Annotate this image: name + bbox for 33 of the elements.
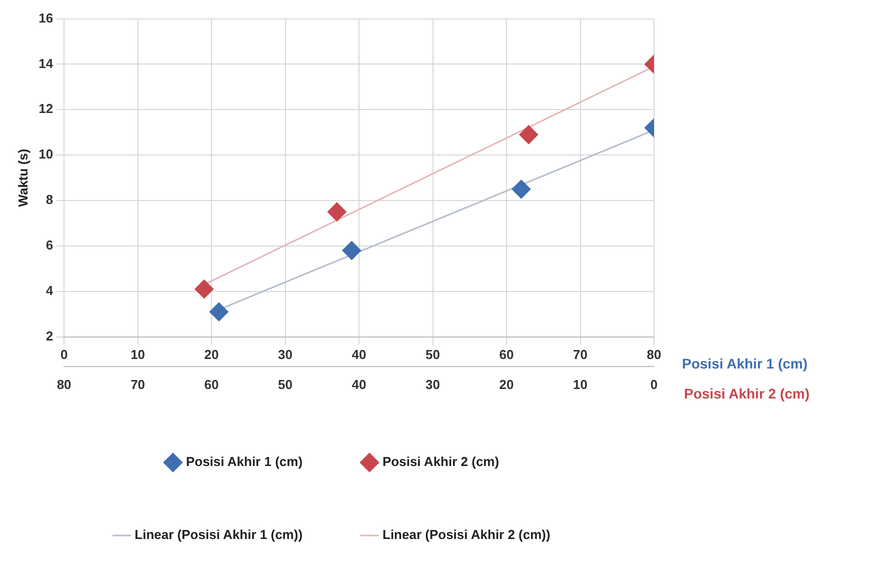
y-tick-label: 14 <box>38 56 54 71</box>
legend-label: Linear (Posisi Akhir 1 (cm)) <box>134 527 303 542</box>
x-tick-label: 0 <box>60 347 68 362</box>
x2-tick-label: 80 <box>56 376 72 392</box>
y-axis-title: Waktu (s) <box>15 148 30 207</box>
legend-label: Posisi Akhir 1 (cm) <box>186 454 303 470</box>
x-tick-label: 50 <box>426 347 440 362</box>
x2-tick-label: 20 <box>499 376 514 392</box>
y-tick-label: 16 <box>38 10 54 26</box>
x-axis-title: Posisi Akhir 1 (cm) <box>682 356 808 372</box>
x-tick-label: 10 <box>130 347 146 362</box>
x2-axis-title: Posisi Akhir 2 (cm) <box>684 385 810 402</box>
x-tick-label: 30 <box>278 347 293 362</box>
y-tick-label: 6 <box>46 238 54 253</box>
x-tick-label: 20 <box>204 347 219 362</box>
y-tick-label: 10 <box>38 146 54 162</box>
y-tick-label: 2 <box>46 328 54 344</box>
y-tick-label: 12 <box>38 101 54 116</box>
x2-tick-label: 50 <box>278 376 293 392</box>
legend-label: Linear (Posisi Akhir 2 (cm)) <box>382 527 550 542</box>
y-tick-label: 8 <box>46 192 54 208</box>
legend-label: Posisi Akhir 2 (cm) <box>382 454 500 470</box>
x-tick-label: 80 <box>646 347 662 362</box>
x-tick-label: 70 <box>573 347 588 362</box>
x2-tick-label: 30 <box>426 376 440 392</box>
x2-tick-label: 70 <box>130 376 146 392</box>
x2-tick-label: 40 <box>352 376 366 392</box>
x-tick-label: 40 <box>352 347 366 362</box>
y-tick-label: 4 <box>46 282 54 298</box>
x2-tick-label: 10 <box>573 376 588 392</box>
x-tick-label: 60 <box>499 347 514 362</box>
x2-tick-label: 0 <box>650 376 658 392</box>
x2-tick-label: 60 <box>204 376 219 392</box>
